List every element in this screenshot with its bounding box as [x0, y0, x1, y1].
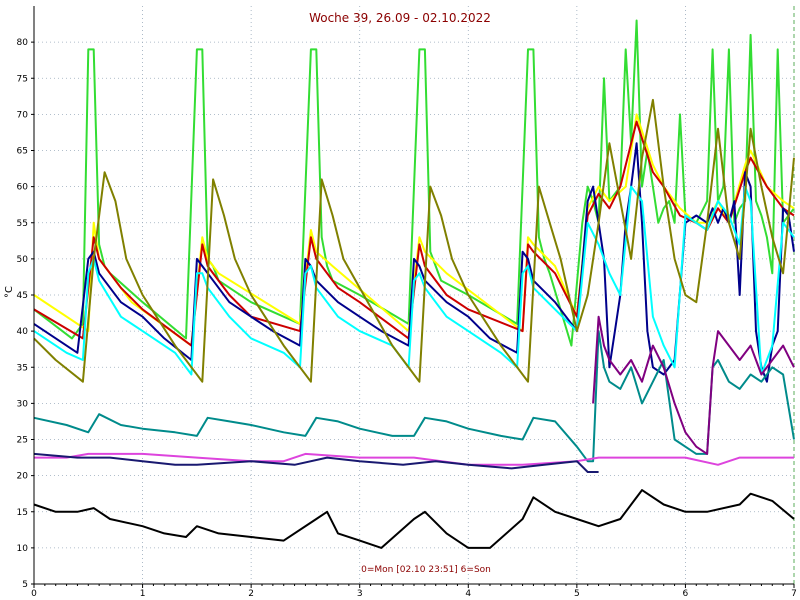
- series-line-10: [33, 452, 599, 473]
- y-tick-label: 25: [17, 436, 28, 446]
- x-tick-label: 1: [140, 589, 146, 599]
- y-tick-label: 5: [22, 580, 28, 590]
- x-tick-label: 4: [465, 589, 471, 599]
- series-line-5: [33, 185, 795, 376]
- series-line-11: [33, 489, 795, 549]
- y-tick-label: 20: [17, 472, 29, 482]
- chart-footer: 0=Mon [02.10 23:51] 6=Son: [361, 565, 491, 575]
- chart-title: Woche 39, 26.09 - 02.10.2022: [309, 11, 491, 25]
- x-tick-label: 3: [357, 589, 363, 599]
- y-tick-label: 75: [17, 74, 28, 84]
- x-tick-label: 6: [683, 589, 689, 599]
- series-line-9: [34, 452, 794, 466]
- series-lines: [33, 19, 795, 549]
- y-axis-label: °C: [4, 286, 15, 298]
- x-tick-label: 2: [248, 589, 254, 599]
- x-tick-label: 5: [574, 589, 580, 599]
- y-tick-label: 55: [17, 219, 28, 229]
- series-line-6: [33, 98, 795, 383]
- y-tick-label: 80: [17, 38, 29, 48]
- x-tick-label: 7: [791, 589, 797, 599]
- y-tick-label: 10: [17, 544, 29, 554]
- y-tick-label: 60: [17, 183, 29, 193]
- y-tick-label: 70: [17, 110, 29, 120]
- y-tick-label: 65: [17, 147, 28, 157]
- y-tick-label: 50: [17, 255, 29, 265]
- series-line-8: [592, 315, 795, 455]
- y-tick-label: 35: [17, 363, 28, 373]
- y-tick-label: 15: [17, 508, 28, 518]
- y-tick-label: 30: [17, 399, 29, 409]
- y-tick-label: 40: [17, 327, 29, 337]
- x-tick-label: 0: [31, 589, 37, 599]
- y-tick-label: 45: [17, 291, 28, 301]
